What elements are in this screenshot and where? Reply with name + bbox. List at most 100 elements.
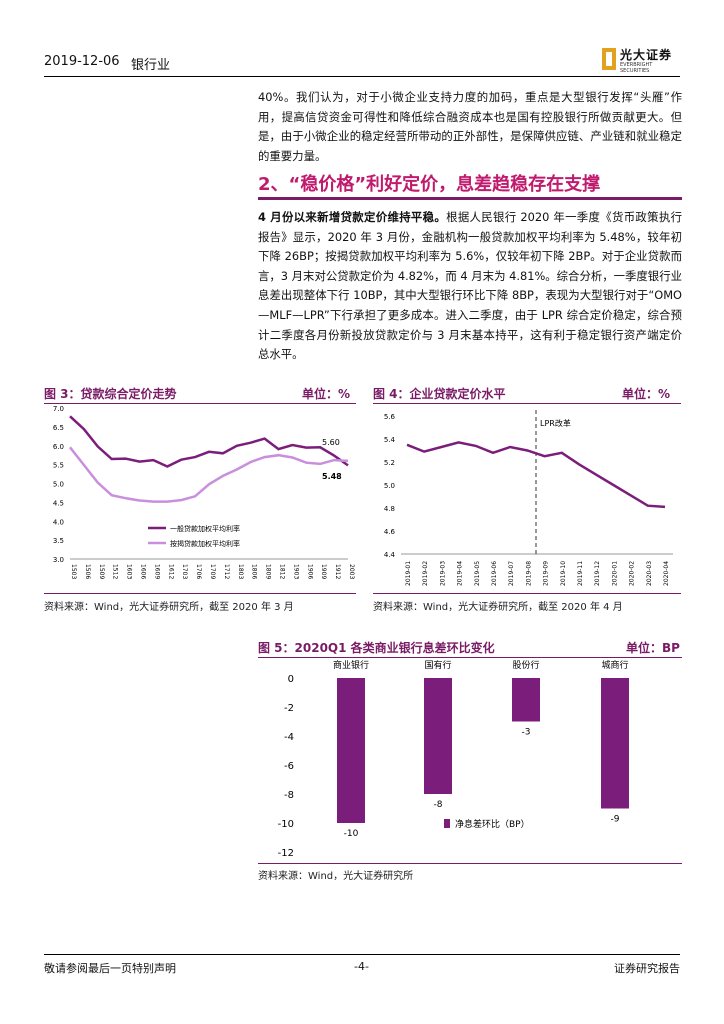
- fig4-xtick: 2019-10: [560, 561, 567, 586]
- fig3-xtick: 1512: [112, 564, 119, 579]
- fig5-title-rule: [258, 657, 682, 658]
- fig3-xtick: 1612: [167, 564, 174, 579]
- page-number: -4-: [354, 960, 369, 973]
- fig3-xtick: 1603: [126, 564, 133, 579]
- fig3-xtick: 1903: [292, 564, 299, 579]
- fig3-xtick: 1909: [320, 564, 327, 579]
- fig5-bar: [424, 678, 452, 794]
- fig5-bar-label: -10: [344, 829, 359, 839]
- fig4-xtick: 2019-04: [457, 561, 464, 586]
- logo-english: EVERBRIGHT SECURITIES: [620, 62, 653, 74]
- fig3-ytick: 5.0: [53, 481, 64, 489]
- fig5-category-label: 股份行: [512, 659, 539, 671]
- fig4-xtick: 2019-01: [405, 561, 412, 586]
- fig4-title: 图 4：企业贷款定价水平: [373, 387, 506, 401]
- fig3-xtick: 1509: [98, 564, 105, 579]
- fig3-series-mortgage: [69, 446, 349, 503]
- fig5-title: 图 5：2020Q1 各类商业银行息差环比变化: [258, 641, 495, 655]
- fig3-xtick: 1809: [265, 564, 272, 579]
- fig5-bar-label: -8: [434, 800, 443, 810]
- fig4-xtick: 2020-04: [663, 561, 670, 586]
- logo-name: 光大证券: [620, 48, 673, 62]
- fig5-legend-swatch: [444, 819, 450, 828]
- fig3-xtick: 1606: [140, 564, 147, 579]
- section-body: 根据人民银行 2020 年一季度《货币政策执行报告》显示，2020 年 3 月份…: [258, 210, 682, 362]
- fig4-xtick: 2020-03: [646, 561, 653, 586]
- fig5-ytick: 0: [288, 674, 294, 685]
- fig3-xtick: 1703: [181, 564, 188, 579]
- fig3-ytick: 6.0: [53, 443, 64, 451]
- report-date: 2019-12-06: [44, 54, 120, 69]
- intro-paragraph: 40%。我们认为，对于小微企业支持力度的加码，重点是大型银行发挥“头雁”作用，提…: [258, 88, 682, 166]
- fig4-ytick: 5.0: [384, 482, 395, 490]
- fig3-xtick: 1706: [195, 564, 202, 579]
- fig5-bar: [337, 678, 365, 823]
- fig5-category-label: 国有行: [424, 659, 451, 671]
- fig3-ytick: 5.5: [53, 462, 64, 470]
- fig4-lpr-reform-label: LPR改革: [540, 418, 571, 428]
- fig3-xtick: 1806: [251, 564, 258, 579]
- company-logo: 光大证券 EVERBRIGHT SECURITIES: [602, 46, 682, 74]
- fig3-xtick: 1709: [209, 564, 216, 579]
- fig3-xtick: 1712: [223, 564, 230, 579]
- section-lead: 4 月份以来新增贷款定价维持平稳。: [258, 210, 447, 224]
- fig3-legend-1: 一般贷款加权平均利率: [170, 524, 240, 533]
- header-divider: [44, 76, 680, 77]
- fig4-ytick: 4.8: [384, 505, 395, 513]
- fig3-ytick: 7.0: [53, 405, 64, 413]
- fig3-ytick: 3.0: [53, 556, 64, 564]
- fig3-ytick: 3.5: [53, 537, 64, 545]
- fig4-ytick: 4.6: [384, 528, 396, 536]
- fig3-xtick: 1812: [279, 564, 286, 579]
- section-heading: 2、“稳价格”利好定价，息差趋稳存在支撑: [258, 174, 601, 195]
- fig5-bar: [601, 678, 629, 809]
- fig4-xtick: 2019-05: [474, 561, 481, 586]
- fig5-ytick: -8: [284, 790, 294, 801]
- fig3-label-mortgage: 5.60: [322, 438, 340, 447]
- fig3-legend-2: 按揭贷款加权平均利率: [170, 539, 240, 548]
- industry-label: 银行业: [131, 58, 171, 73]
- intro-text: 40%。我们认为，对于小微企业支持力度的加码，重点是大型银行发挥“头雁”作用，提…: [258, 90, 682, 163]
- fig5-unit: 单位：BP: [626, 641, 680, 655]
- footer-divider: [44, 954, 680, 955]
- fig4-xtick: 2020-02: [629, 561, 636, 586]
- fig4-xtick: 2020-01: [611, 561, 618, 586]
- fig3-xtick: 1506: [84, 564, 91, 579]
- fig3-ytick: 6.5: [53, 424, 64, 432]
- fig5-bar: [512, 678, 540, 722]
- fig5-bottom-rule: [258, 863, 682, 864]
- fig4-title-rule: [373, 403, 681, 404]
- fig3-chart: 7.0 6.5 6.0 5.5 5.0 4.5 4.0 3.5 3.0 1503 1506 1509…: [53, 405, 355, 579]
- fig3-xtick: 1906: [306, 564, 313, 579]
- footer-report-type: 证券研究报告: [614, 962, 680, 975]
- fig3-bottom-rule: [44, 593, 356, 594]
- fig4-xtick: 2019-09: [543, 561, 550, 586]
- fig3-source: 资料来源：Wind，光大证券研究所，截至 2020 年 3 月: [44, 602, 294, 613]
- fig4-bottom-rule: [373, 593, 681, 594]
- fig5-ytick: -12: [278, 848, 294, 859]
- fig4-series-corporate-loan: [406, 441, 666, 509]
- fig3-xtick: 1609: [153, 564, 160, 579]
- fig5-bar-label: -3: [522, 728, 531, 738]
- fig4-unit: 单位：%: [622, 387, 671, 401]
- fig4-xtick: 2019-07: [508, 561, 515, 586]
- fig5-legend: 净息差环比（BP）: [455, 818, 530, 830]
- fig5-source: 资料来源：Wind，光大证券研究所: [258, 871, 414, 882]
- fig4-xtick: 2019-02: [422, 561, 429, 586]
- fig4-xtick: 2019-11: [577, 561, 584, 586]
- fig3-title-rule: [44, 403, 356, 404]
- fig4-chart: 5.6 5.4 5.2 5.0 4.8 4.6 4.4 2019-01 2019-02 2019…: [384, 410, 673, 586]
- fig3-ytick: 4.5: [53, 499, 64, 507]
- fig3-xtick: 1912: [334, 564, 341, 579]
- fig4-xtick: 2019-08: [525, 561, 532, 586]
- fig3-label-general: 5.48: [322, 472, 342, 481]
- fig3-xtick: 2003: [348, 564, 355, 579]
- fig3-unit: 单位：%: [302, 387, 351, 401]
- footer-disclaimer: 敬请参阅最后一页特别声明: [44, 962, 176, 975]
- fig5-category-label: 商业银行: [333, 659, 369, 671]
- logo-mark-icon: [602, 48, 616, 70]
- fig4-ytick: 5.4: [384, 436, 396, 444]
- fig5-bar-label: -9: [611, 815, 620, 825]
- section-paragraph: 4 月份以来新增贷款定价维持平稳。根据人民银行 2020 年一季度《货币政策执行…: [258, 208, 682, 365]
- fig3-ytick: 4.0: [53, 518, 64, 526]
